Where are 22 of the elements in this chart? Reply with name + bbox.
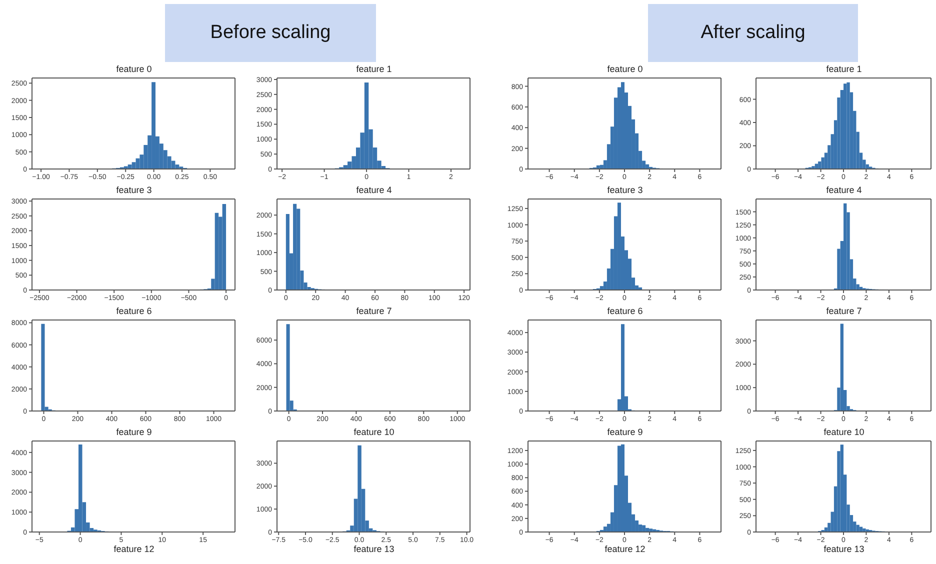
chart-title: feature 1 — [825, 64, 863, 75]
chart-title: feature 10 — [352, 427, 396, 438]
chart-title: feature 7 — [825, 306, 863, 317]
chart-title: feature 10 — [822, 427, 866, 438]
text: feature 12 — [112, 543, 156, 556]
text: Before scaling — [165, 4, 376, 62]
chart-title: feature 4 — [355, 185, 393, 196]
chart-title: feature 4 — [825, 185, 863, 196]
chart-title: feature 9 — [606, 427, 644, 438]
chart-title: feature 3 — [115, 185, 153, 196]
text: feature 12 — [604, 543, 646, 556]
text: feature 13 — [352, 543, 396, 556]
text: After scaling — [648, 4, 858, 62]
chart-title: feature 3 — [606, 185, 644, 196]
chart-title: feature 9 — [115, 427, 153, 438]
chart-title: feature 6 — [115, 306, 153, 317]
chart-title: feature 0 — [606, 64, 644, 75]
chart-title: feature 6 — [606, 306, 644, 317]
chart-title: feature 7 — [355, 306, 393, 317]
chart-title: feature 0 — [115, 64, 153, 75]
chart-title: feature 1 — [355, 64, 393, 75]
text: feature 13 — [822, 543, 866, 556]
